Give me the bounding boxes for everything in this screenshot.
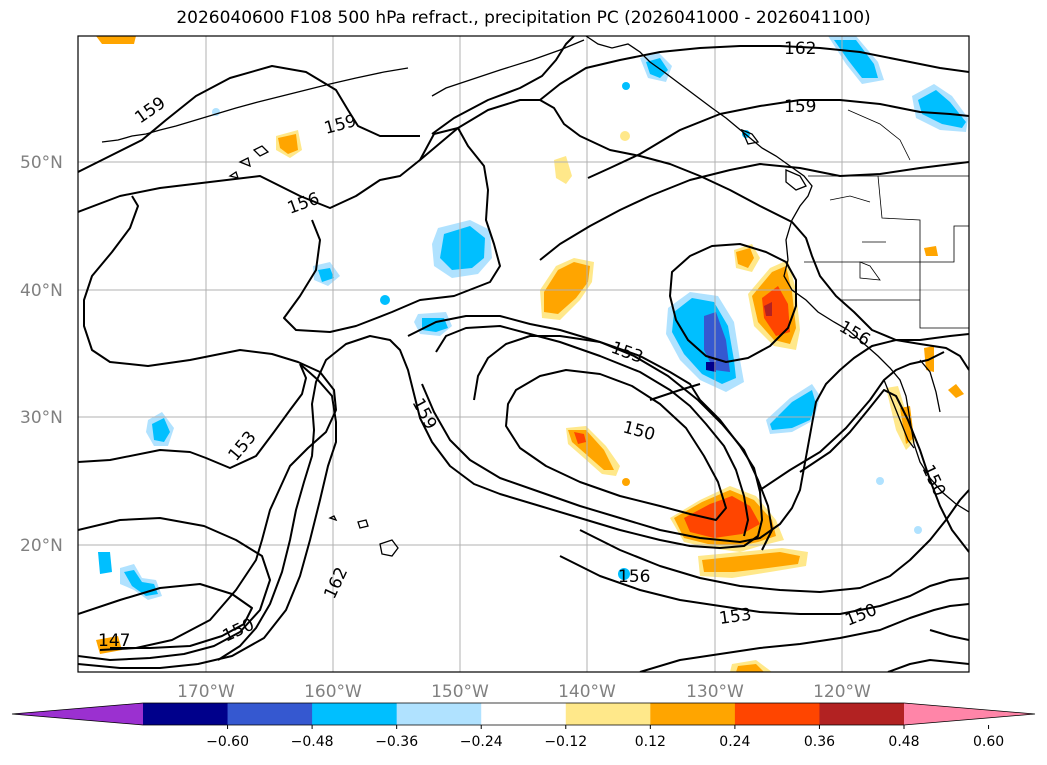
colorbar-extension-high (904, 703, 1035, 725)
colorbar-tick-label: 0.48 (888, 734, 919, 750)
precip-negative-area (914, 526, 922, 534)
colorbar-tick-label: −0.24 (460, 734, 503, 750)
longitude-label: 160°W (304, 682, 362, 702)
colorbar-tick-label: 0.12 (635, 734, 666, 750)
contour-label: 159 (784, 97, 816, 117)
latitude-labels: 50°N 40°N 30°N 20°N (20, 153, 63, 556)
colorbar-tick-label: 0.36 (804, 734, 835, 750)
contour-label: 147 (98, 631, 130, 651)
precip-negative-area (440, 226, 485, 270)
map-title: 2026040600 F108 500 hPa refract., precip… (176, 8, 871, 28)
borders (804, 109, 969, 329)
precip-positive-area (544, 262, 590, 314)
contour-label: 156 (618, 567, 650, 587)
longitude-label: 120°W (813, 682, 871, 702)
contour-lines (78, 36, 969, 672)
precip-negative-area (876, 477, 884, 485)
longitude-label: 150°W (431, 682, 489, 702)
longitude-label: 130°W (686, 682, 744, 702)
colorbar-segment (396, 703, 482, 725)
precip-negative-area (380, 295, 390, 305)
precip-positive-area (574, 432, 586, 444)
precip-shading (96, 36, 968, 672)
colorbar-segment (819, 703, 905, 725)
colorbar-tick-label: 0.24 (719, 734, 750, 750)
contour-label: 153 (718, 605, 753, 629)
colorbar: −0.60 −0.48 −0.36 −0.24 −0.12 0.12 0.24 0.36 0.4… (11, 702, 1036, 750)
precip-negative-area (770, 390, 816, 430)
colorbar-segment (143, 703, 229, 725)
colorbar-outline (11, 702, 1036, 726)
precip-negative-area (918, 90, 966, 128)
colorbar-tick-label: −0.60 (206, 734, 249, 750)
precip-positive-area (764, 302, 772, 316)
colorbar-tick-label: −0.36 (375, 734, 418, 750)
colorbar-segment (650, 703, 736, 725)
precip-positive-area (554, 156, 572, 184)
colorbar-tick-label: 0.60 (973, 734, 1004, 750)
precip-negative-area (98, 552, 112, 574)
precip-positive-area (924, 246, 938, 256)
map-frame (77, 35, 970, 673)
precip-negative-area (706, 362, 716, 372)
precip-positive-area (736, 664, 764, 672)
precip-positive-area (96, 36, 136, 44)
precip-negative-area (124, 570, 158, 596)
longitude-label: 140°W (558, 682, 616, 702)
precip-negative-area (622, 82, 630, 90)
precip-negative-area (318, 268, 334, 282)
precip-negative-area (618, 568, 630, 580)
colorbar-tick-label: −0.48 (291, 734, 334, 750)
colorbar-segment (312, 703, 398, 725)
gridlines (78, 36, 969, 672)
latitude-label: 50°N (20, 153, 63, 173)
longitude-label: 170°W (177, 682, 235, 702)
latitude-label: 20°N (20, 536, 63, 556)
colorbar-segment (734, 703, 820, 725)
precip-positive-area (762, 286, 790, 336)
colorbar-segment (227, 703, 313, 725)
longitude-labels: 170°W 160°W 150°W 140°W 130°W 120°W (177, 682, 871, 702)
precip-positive-area (620, 131, 630, 141)
coastlines (101, 36, 969, 557)
colorbar-segment (481, 703, 567, 725)
precip-positive-area (702, 552, 800, 572)
precip-positive-area (622, 478, 630, 486)
contour-label: 162 (784, 39, 816, 59)
colorbar-extension-low (12, 703, 143, 725)
map-panel: 162 159 159 159 156 156 156 153 153 153 … (78, 36, 969, 672)
latitude-label: 40°N (20, 281, 63, 301)
colorbar-segment (565, 703, 651, 725)
precip-positive-area (736, 248, 754, 268)
precip-negative-area (152, 418, 170, 442)
latitude-label: 30°N (20, 408, 63, 428)
precip-positive-area (278, 134, 298, 154)
precip-positive-area (684, 496, 760, 538)
precip-positive-area (900, 406, 914, 444)
colorbar-tick-label: −0.12 (544, 734, 587, 750)
precip-positive-area (948, 384, 964, 398)
